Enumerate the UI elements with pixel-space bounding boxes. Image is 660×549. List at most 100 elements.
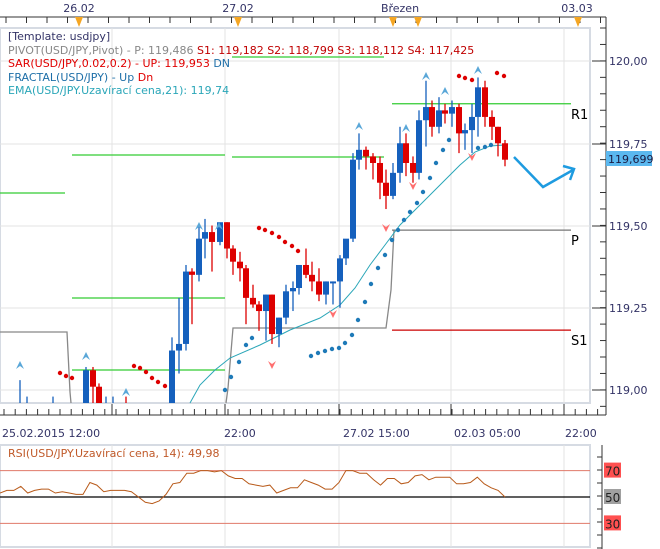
session-marker-icon[interactable] <box>234 17 242 27</box>
candle-body[interactable] <box>456 107 462 134</box>
sar-dot <box>488 142 494 148</box>
candle-body[interactable] <box>390 172 396 196</box>
candle-body[interactable] <box>377 162 383 183</box>
candle-body[interactable] <box>256 304 262 312</box>
sar-dot <box>256 225 262 231</box>
candle-body[interactable] <box>269 294 275 335</box>
sar-dot <box>446 137 452 143</box>
candle-body[interactable] <box>495 126 501 144</box>
candle-body[interactable] <box>230 248 236 262</box>
sar-dot <box>336 345 342 351</box>
rsi-line <box>0 470 506 505</box>
pivot-p-prev <box>0 331 72 404</box>
candle-body[interactable] <box>316 281 322 295</box>
candle-body[interactable] <box>176 343 182 351</box>
candle-body[interactable] <box>323 281 329 295</box>
candle-body[interactable] <box>436 110 442 127</box>
session-marker-icon[interactable] <box>414 17 422 27</box>
candle-body[interactable] <box>403 143 409 163</box>
sar-dot <box>269 230 275 236</box>
candle-body[interactable] <box>449 107 455 114</box>
sar-dot <box>69 375 75 381</box>
candle-body[interactable] <box>243 268 249 298</box>
candle-body[interactable] <box>337 258 343 282</box>
candle-body[interactable] <box>462 130 468 134</box>
pivot-label-p: P <box>571 234 579 249</box>
candle-body[interactable] <box>397 143 403 173</box>
sar-dot <box>143 369 149 375</box>
candle-body[interactable] <box>276 317 282 335</box>
session-marker-icon[interactable] <box>574 17 582 27</box>
candle-body[interactable] <box>189 271 195 275</box>
price-axis-label: 119,50 <box>609 220 648 233</box>
candle-body[interactable] <box>442 110 448 114</box>
sar-dot <box>407 209 413 215</box>
candle-body[interactable] <box>416 120 422 173</box>
price-axis-label: 120,00 <box>609 55 648 68</box>
forecast-arrow-annotation[interactable] <box>513 156 574 189</box>
sar-dot <box>308 353 314 359</box>
fractal-up-icon <box>474 66 482 74</box>
candle-body[interactable] <box>475 87 481 117</box>
candle-body[interactable] <box>363 149 369 157</box>
sar-dot <box>57 370 63 376</box>
candle-body[interactable] <box>469 116 475 131</box>
sar-dot <box>368 281 374 287</box>
candle-body[interactable] <box>356 149 362 160</box>
candle-body[interactable] <box>169 350 175 403</box>
session-marker-icon[interactable] <box>389 17 397 27</box>
candle-body[interactable] <box>196 238 202 275</box>
sar-dot <box>222 387 228 393</box>
candle-body[interactable] <box>350 159 356 239</box>
candle-body[interactable] <box>383 182 389 196</box>
rsi-level-badge <box>604 515 621 531</box>
candle-body[interactable] <box>502 143 508 160</box>
candle-body[interactable] <box>489 116 495 127</box>
time-axis-label: 22:00 <box>565 427 597 440</box>
time-axis-label: 25.02.2015 12:00 <box>2 427 100 440</box>
candle-body[interactable] <box>209 232 215 242</box>
candle-body[interactable] <box>202 232 208 239</box>
rsi-level-badge <box>604 489 621 504</box>
rsi-plot-area[interactable] <box>0 444 591 548</box>
sar-dot <box>329 346 335 352</box>
candle-body[interactable] <box>96 386 102 403</box>
sar-dot <box>249 335 255 341</box>
main-plot-area[interactable] <box>0 27 591 404</box>
candle-body[interactable] <box>343 238 349 259</box>
candle-body[interactable] <box>237 261 243 269</box>
candle-body[interactable] <box>90 370 96 387</box>
candle-body[interactable] <box>309 274 315 282</box>
sar-dot <box>322 348 328 354</box>
session-marker-icon[interactable] <box>75 17 83 27</box>
candle-body[interactable] <box>183 271 189 344</box>
sar-dot <box>382 252 388 258</box>
fractal-up-icon <box>215 222 223 230</box>
sar-dot <box>401 217 407 223</box>
candle-body[interactable] <box>296 264 302 289</box>
candle-body[interactable] <box>423 107 429 121</box>
candle-body[interactable] <box>303 264 309 275</box>
candle-body[interactable] <box>410 162 416 173</box>
candle-body[interactable] <box>263 294 269 312</box>
sar-dot <box>282 239 288 245</box>
candle-body[interactable] <box>224 222 230 249</box>
candle-body[interactable] <box>429 107 435 127</box>
fractal-down-icon <box>329 310 337 318</box>
time-axis-label: 02.03 05:00 <box>454 427 521 440</box>
candle-body[interactable] <box>217 222 223 242</box>
candle-body[interactable] <box>482 87 488 117</box>
candle-body[interactable] <box>83 370 89 403</box>
candle-body[interactable] <box>250 297 256 305</box>
candle-body[interactable] <box>370 156 376 163</box>
candle-body[interactable] <box>283 291 289 318</box>
pivot-legend: PIVOT(USD/JPY,Pivot) - P: 119,486 S1: 11… <box>8 43 475 57</box>
ema-legend: EMA(USD/JPY.Uzavírací cena,21): 119,74 <box>8 84 230 97</box>
candle-body[interactable] <box>290 288 296 292</box>
sar-dot <box>63 373 69 379</box>
candle-body[interactable] <box>330 281 336 284</box>
fractal-down-icon <box>382 224 390 232</box>
price-axis-label: 119,25 <box>609 302 648 315</box>
fractal-legend: FRACTAL(USD/JPY) - Up Dn <box>8 70 154 84</box>
